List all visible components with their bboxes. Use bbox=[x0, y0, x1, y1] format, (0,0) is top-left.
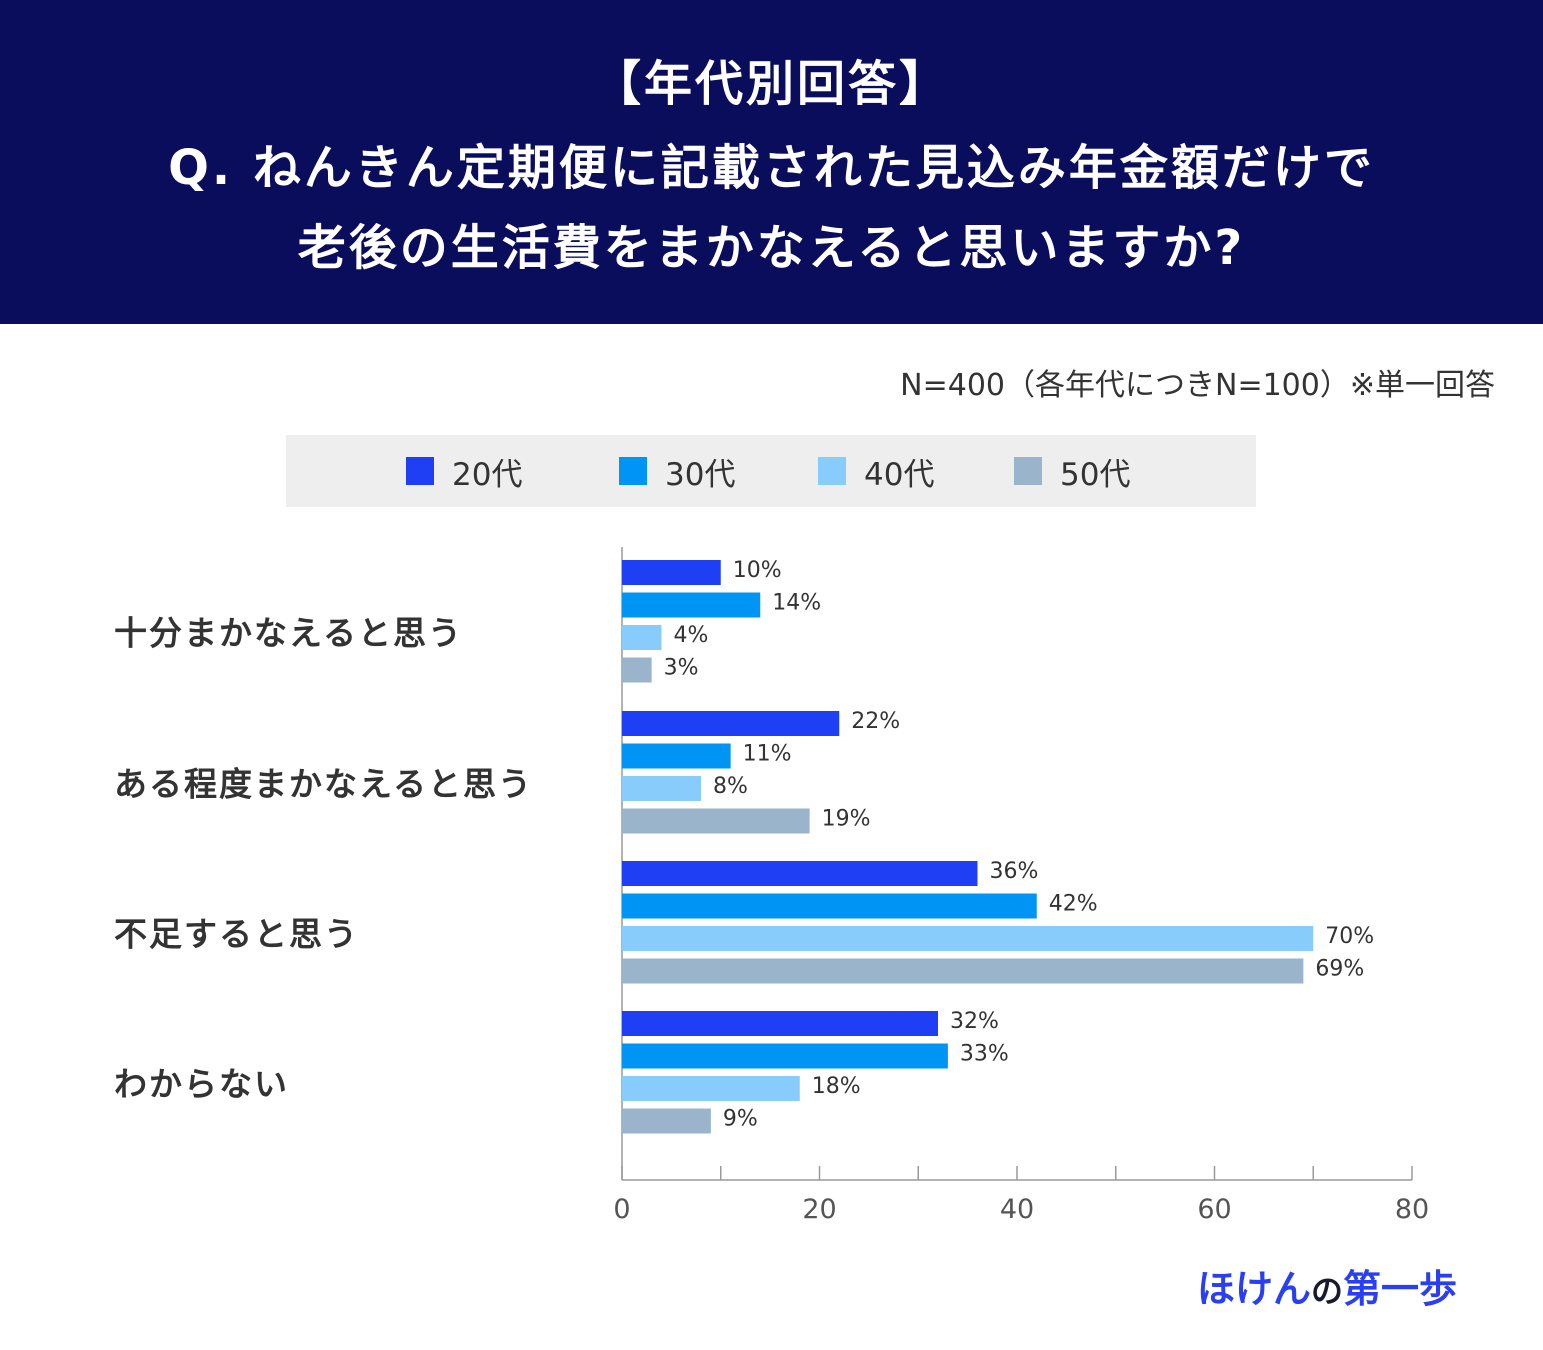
legend-label-20s: 20代 bbox=[452, 456, 523, 493]
bar-value-label: 33% bbox=[960, 1042, 1009, 1067]
bar-value-label: 19% bbox=[822, 807, 871, 832]
bar-value-label: 8% bbox=[713, 774, 748, 799]
legend-swatch-50s bbox=[1014, 457, 1042, 485]
legend-item-40s: 40代 bbox=[818, 435, 934, 507]
bar bbox=[622, 958, 1304, 984]
header-banner: 【年代別回答】 Q. ねんきん定期便に記載された見込み年金額だけで 老後の生活費… bbox=[0, 0, 1543, 324]
legend: 20代 30代 40代 50代 bbox=[286, 435, 1256, 507]
bar-value-label: 69% bbox=[1315, 957, 1364, 982]
bar-value-label: 70% bbox=[1325, 924, 1374, 949]
bar-value-label: 18% bbox=[812, 1074, 861, 1099]
bar-value-label: 4% bbox=[674, 623, 709, 648]
question-line-2: 老後の生活費をまかなえると思いますか? bbox=[297, 220, 1246, 276]
bar bbox=[622, 711, 840, 736]
bar bbox=[622, 1043, 948, 1069]
legend-swatch-20s bbox=[406, 457, 434, 485]
question-line-1: Q. ねんきん定期便に記載された見込み年金額だけで bbox=[168, 140, 1375, 196]
bar bbox=[622, 776, 701, 801]
x-tick-label: 60 bbox=[1197, 1194, 1231, 1225]
brand-logo: ほけんの第一歩 bbox=[1197, 1258, 1457, 1313]
sample-note: N=400（各年代につきN=100）※単一回答 bbox=[900, 368, 1495, 403]
x-tick-label: 40 bbox=[1000, 1194, 1034, 1225]
bar-value-label: 36% bbox=[990, 859, 1039, 884]
legend-label-50s: 50代 bbox=[1060, 456, 1131, 493]
legend-item-20s: 20代 bbox=[406, 435, 522, 507]
category-label: 不足すると思う bbox=[114, 915, 359, 954]
bar-value-label: 11% bbox=[743, 742, 792, 767]
legend-swatch-30s bbox=[619, 457, 647, 485]
bar bbox=[622, 1108, 711, 1134]
x-tick-label: 0 bbox=[613, 1194, 630, 1225]
bar-value-label: 14% bbox=[772, 591, 821, 616]
bar-value-label: 42% bbox=[1049, 892, 1098, 917]
category-label: ある程度まかなえると思う bbox=[114, 765, 533, 804]
bar bbox=[622, 1076, 800, 1101]
x-tick-label: 20 bbox=[802, 1194, 836, 1225]
brand-part-2: の bbox=[1310, 1272, 1343, 1310]
legend-label-40s: 40代 bbox=[864, 456, 935, 493]
brand-part-1: ほけん bbox=[1196, 1267, 1311, 1311]
legend-item-30s: 30代 bbox=[619, 435, 735, 507]
category-label: 十分まかなえると思う bbox=[114, 614, 463, 653]
bar bbox=[622, 893, 1037, 919]
legend-item-50s: 50代 bbox=[1014, 435, 1130, 507]
category-label: わからない bbox=[114, 1065, 289, 1104]
bar bbox=[622, 926, 1314, 951]
legend-label-30s: 30代 bbox=[665, 456, 736, 493]
bar bbox=[622, 657, 652, 683]
x-tick-label: 80 bbox=[1395, 1194, 1429, 1225]
bar bbox=[622, 625, 662, 650]
brand-part-3: 第一歩 bbox=[1342, 1267, 1457, 1311]
bar bbox=[622, 560, 721, 585]
bar-value-label: 10% bbox=[733, 558, 782, 583]
bar bbox=[622, 1011, 938, 1036]
bar bbox=[622, 808, 810, 834]
bar-value-label: 9% bbox=[723, 1107, 758, 1132]
bar-value-label: 32% bbox=[950, 1009, 999, 1034]
bar bbox=[622, 592, 761, 618]
bar-value-label: 22% bbox=[851, 709, 900, 734]
bar-value-label: 3% bbox=[664, 656, 699, 681]
header-tag: 【年代別回答】 bbox=[592, 56, 950, 112]
legend-swatch-40s bbox=[818, 457, 846, 485]
bar bbox=[622, 743, 731, 769]
bar bbox=[622, 861, 978, 886]
